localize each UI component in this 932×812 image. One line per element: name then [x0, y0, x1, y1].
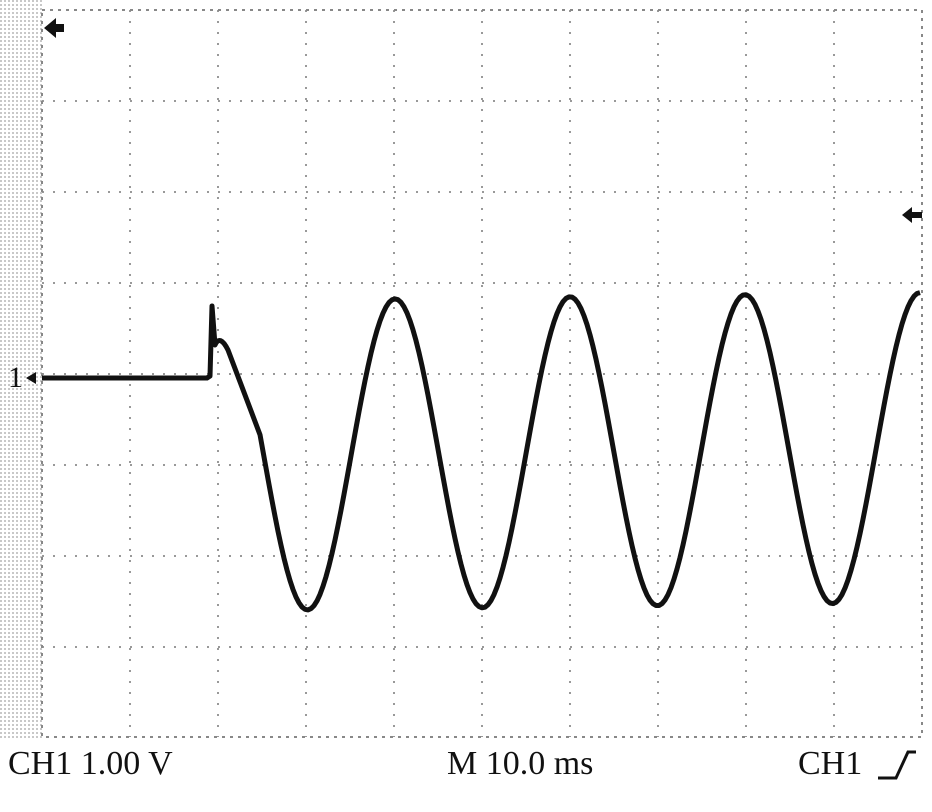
channel-marker: 1 — [8, 361, 23, 394]
channel-ground-marker — [26, 372, 36, 384]
graticule — [42, 10, 922, 737]
trigger-source: CH1 — [798, 745, 862, 782]
channel-scale: CH1 1.00 V — [8, 745, 173, 782]
screen-border — [41, 9, 923, 738]
trigger-slope-icon — [878, 750, 916, 780]
timebase: M 10.0 ms — [447, 745, 593, 782]
trigger-level-marker — [902, 207, 922, 223]
waveform-trace — [42, 290, 921, 613]
left-strip — [0, 0, 42, 738]
trigger-position-marker — [44, 18, 64, 38]
